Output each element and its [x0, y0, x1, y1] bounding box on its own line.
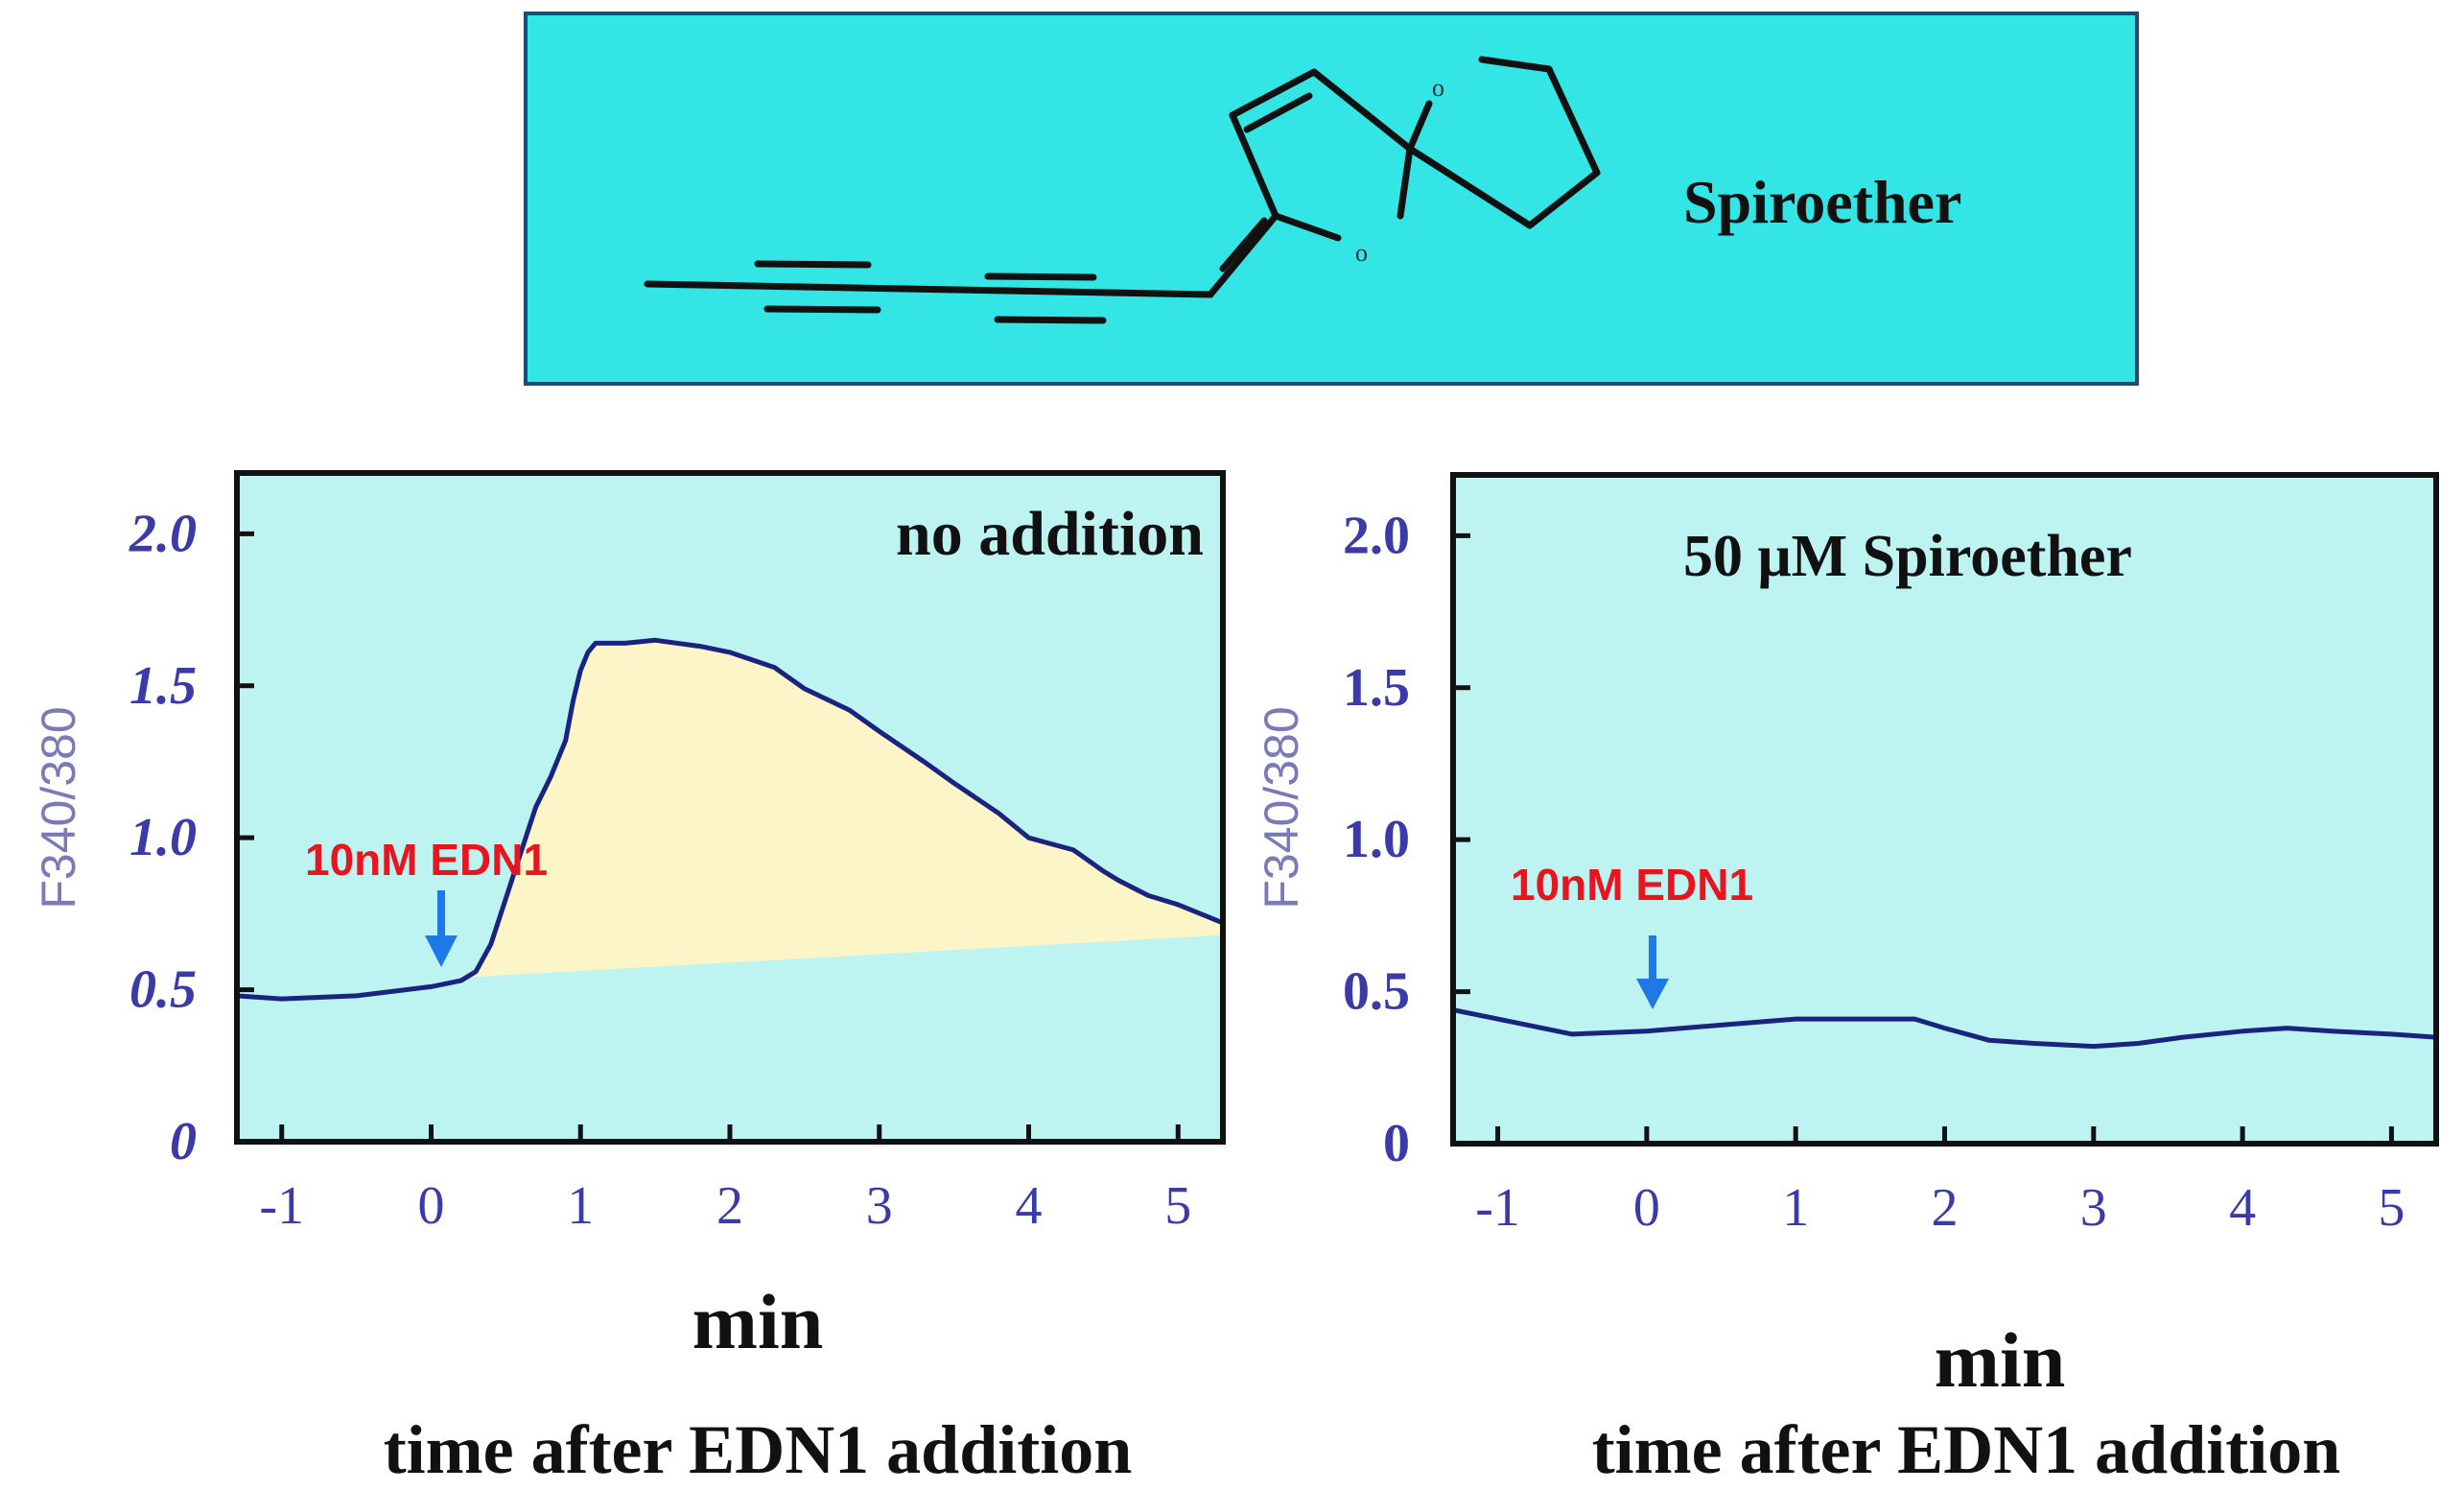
bond — [1219, 217, 1268, 272]
x-tick-label: -1 — [1475, 1178, 1520, 1238]
x-tick-label: 1 — [567, 1176, 594, 1236]
x-axis-sublabel: time after EDN1 addition — [384, 1411, 1133, 1488]
x-tick-label: 2 — [1932, 1178, 1959, 1238]
y-tick-label: 2.0 — [1343, 506, 1410, 565]
bond — [1406, 145, 1534, 229]
x-tick-label: 2 — [716, 1176, 743, 1236]
y-tick-label: 1.0 — [1343, 810, 1410, 869]
x-axis-ticks: -1 0 1 2 3 4 5 — [1475, 1126, 2405, 1238]
plot-frame — [234, 470, 1226, 1145]
structure-panel-background — [524, 12, 2139, 386]
bond — [1545, 65, 1601, 177]
x-tick-label: 5 — [2378, 1178, 2405, 1238]
panel-title: no addition — [896, 499, 1204, 569]
panel-title: 50 μM Spiroether — [1683, 524, 2132, 589]
y-tick-label: 0 — [1383, 1114, 1410, 1173]
x-tick-label: 5 — [1164, 1176, 1191, 1236]
plot-frame — [1450, 472, 2439, 1147]
bond — [1526, 169, 1601, 229]
x-tick-label: 1 — [1782, 1178, 1809, 1238]
y-tick-label: 1.5 — [1343, 658, 1410, 718]
bond — [1478, 56, 1553, 73]
x-tick-label: -1 — [259, 1176, 304, 1236]
data-line — [1452, 1007, 2437, 1050]
bond — [1229, 68, 1318, 119]
x-axis-label: min — [1935, 1316, 2066, 1404]
bond — [763, 305, 881, 314]
y-axis-ticks: 0 0.5 1.0 1.5 2.0 — [1343, 506, 1470, 1173]
y-tick-label: 0.5 — [1343, 962, 1410, 1022]
structure-panel: o o Spiroether — [524, 12, 2139, 386]
oxygen-atom-label: o — [1432, 74, 1444, 102]
y-axis-label: F340/380 — [32, 706, 85, 909]
x-tick-label: 0 — [1633, 1178, 1660, 1238]
chart-spiroether: 00.51.01.52.0 -1 0 1 2 3 4 5 50 μM Spiroether … — [1255, 472, 2439, 1488]
x-tick-label: 0 — [417, 1176, 444, 1236]
arrow-icon — [425, 890, 458, 967]
bond — [1243, 92, 1313, 133]
bond — [984, 272, 1097, 281]
bond — [644, 280, 1214, 298]
y-tick-label: 1.0 — [129, 808, 197, 867]
bond — [1229, 111, 1279, 220]
bond — [754, 260, 872, 269]
spiroether-structure — [644, 56, 1601, 324]
bond — [1396, 145, 1414, 220]
bond — [1207, 212, 1279, 298]
y-tick-label: 0.5 — [129, 960, 197, 1020]
chart-no-addition: 0 0.5 1.0 1.5 2.0 -1 0 1 2 3 4 5 no addition 10nM … — [32, 470, 1226, 1488]
bond — [994, 316, 1107, 324]
edn1-annotation: 10nM EDN1 — [305, 835, 548, 885]
bond — [1406, 100, 1433, 153]
y-axis-label: F340/380 — [1255, 706, 1308, 909]
x-tick-label: 3 — [866, 1176, 893, 1236]
y-tick-label: 0 — [170, 1112, 197, 1171]
bond — [1272, 212, 1342, 242]
x-tick-label: 4 — [2229, 1178, 2256, 1238]
x-axis-sublabel: time after EDN1 addition — [1592, 1411, 2341, 1488]
x-tick-label: 3 — [2080, 1178, 2107, 1238]
response-area-fill — [460, 640, 1224, 978]
y-tick-label: 2.0 — [129, 504, 197, 563]
x-axis-label: min — [692, 1278, 824, 1365]
oxygen-atom-label: o — [1355, 239, 1368, 267]
edn1-annotation: 10nM EDN1 — [1511, 860, 1753, 910]
arrow-icon — [1636, 935, 1669, 1009]
x-tick-label: 4 — [1016, 1176, 1043, 1236]
data-line — [236, 637, 1224, 1002]
structure-label: Spiroether — [1683, 168, 1961, 236]
y-tick-label: 1.5 — [129, 656, 197, 716]
bond — [1310, 68, 1414, 153]
x-axis-ticks: -1 0 1 2 3 4 5 — [259, 1124, 1191, 1236]
